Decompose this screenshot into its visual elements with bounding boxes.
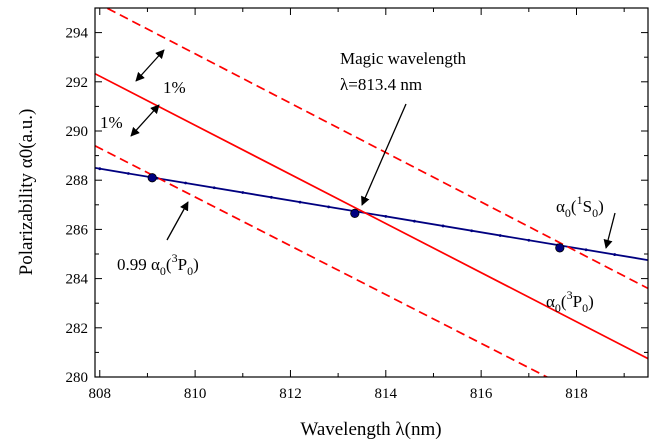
series-label-3p0: α0(3P0)	[546, 288, 594, 315]
x-tick-label: 816	[470, 386, 493, 402]
series-line-1	[95, 167, 648, 261]
curve-marker	[470, 229, 474, 233]
series-line-2	[95, 72, 648, 360]
y-tick-label: 284	[66, 272, 89, 288]
x-axis-title: Wavelength λ(nm)	[300, 419, 441, 440]
x-tick-label: 814	[375, 386, 398, 402]
magic-wavelength-label: Magic wavelength	[340, 49, 467, 68]
y-tick-label: 292	[66, 75, 89, 91]
series-layer	[95, 8, 648, 377]
curve-marker	[498, 234, 502, 237]
upper-1pct-arrow	[135, 49, 165, 82]
curve-marker	[212, 186, 216, 190]
intersection-point-2	[350, 208, 360, 219]
series-label-1s0: α0(1S0)	[556, 193, 604, 220]
curve-marker	[584, 248, 588, 252]
y-tick-label: 294	[66, 26, 89, 42]
scaled-three-p-zero-arrow	[166, 201, 189, 241]
curve-marker	[126, 172, 130, 175]
points-layer	[147, 173, 565, 253]
intersection-point-1	[147, 173, 157, 183]
y-tick-label: 288	[66, 173, 89, 189]
curve-marker	[441, 224, 445, 228]
series-line-3	[104, 8, 648, 290]
magic-wavelength-value: λ=813.4 nm	[340, 75, 422, 94]
curve-marker	[327, 205, 330, 209]
intersection-point-3	[555, 243, 565, 253]
y-tick-label: 290	[66, 124, 89, 140]
axes-layer: 808 810 812 814 816 818 280 282 284 286 288 290 292 2…	[66, 7, 649, 402]
y-tick-label: 286	[66, 222, 89, 238]
y-axis-title: Polarizability α0(a.u.)	[16, 109, 37, 276]
upper-percent-label: 1%	[163, 78, 186, 97]
y-tick-label: 282	[66, 321, 89, 337]
curve-marker	[384, 215, 388, 218]
x-tick-label: 810	[184, 386, 207, 402]
curve-marker	[413, 219, 416, 223]
curve-marker	[613, 253, 617, 256]
x-tick-label: 818	[565, 386, 588, 402]
x-tick-label: 808	[89, 386, 112, 402]
curve-marker	[298, 200, 302, 204]
annotation-arrows	[130, 49, 616, 249]
one-s-zero-arrow	[603, 212, 616, 249]
magic-wavelength-arrow	[361, 103, 407, 206]
curve-marker	[241, 191, 245, 194]
curve-marker	[98, 167, 102, 171]
y-tick-label: 280	[66, 370, 89, 386]
curve-marker	[184, 181, 187, 185]
x-tick-label: 812	[279, 386, 302, 402]
lower-percent-label: 1%	[100, 113, 123, 132]
series-line-4	[95, 145, 549, 377]
curve-marker	[527, 238, 531, 242]
curve-marker	[269, 195, 273, 199]
plot-frame	[94, 7, 649, 378]
series-label-099-3p0: 0.99 α0(3P0)	[117, 251, 199, 278]
lower-1pct-arrow	[130, 104, 160, 137]
